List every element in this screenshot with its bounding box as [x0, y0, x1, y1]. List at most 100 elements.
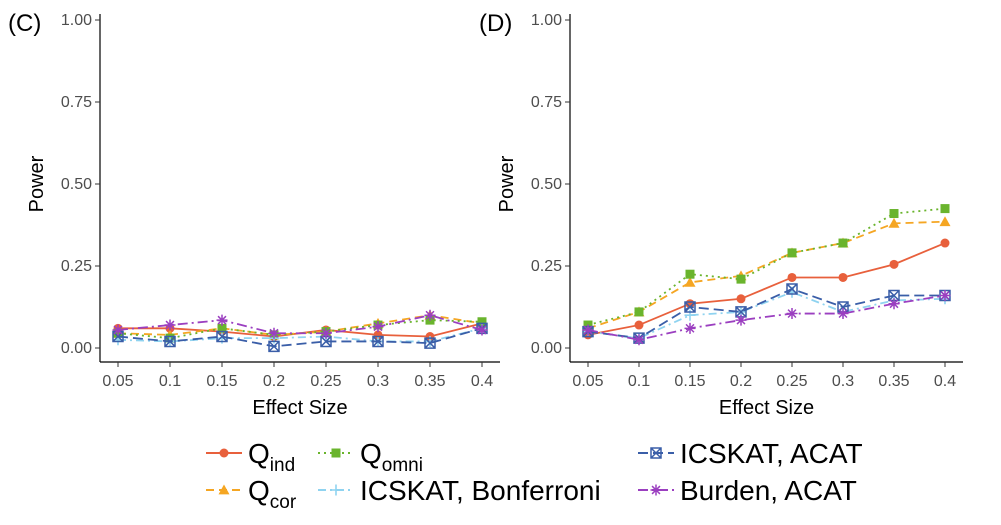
series-line-burden_acat — [117, 314, 483, 335]
x-tick-label: 0.4 — [471, 373, 493, 390]
x-tick-label: 0.4 — [934, 373, 956, 390]
point-burden_acat — [582, 324, 594, 336]
point-qind — [634, 320, 644, 330]
x-tick-label: 0.1 — [628, 373, 650, 390]
x-tick-label: 0.1 — [159, 373, 181, 390]
x-tick-label: 0.2 — [730, 373, 752, 390]
point-burden_acat — [837, 308, 849, 320]
point-burden_acat — [684, 322, 696, 334]
point-qind — [940, 238, 950, 248]
legend-item-qomni: Qomni — [318, 438, 423, 476]
series-line-qcor — [587, 220, 946, 330]
legend-label-main: Q — [360, 438, 382, 469]
point-burden_acat — [320, 327, 332, 339]
point-icskat_acat — [320, 335, 332, 348]
point-icskat_acat — [684, 301, 696, 313]
point-qcor — [939, 216, 951, 227]
point-qcor — [888, 217, 900, 228]
point-qcor — [684, 276, 696, 287]
panel-d: 0.00 0.25 0.50 0.75 1.00 0.05 0.1 0.15 0.2 0.25 0.… — [479, 10, 963, 419]
legend-label-main: Q — [248, 438, 270, 469]
series-line-icskat_acat — [587, 287, 945, 340]
legend-label-main: Q — [248, 475, 270, 506]
legend-key-marker — [331, 448, 341, 458]
x-tick-label: 0.2 — [263, 373, 285, 390]
x-tick-label: 0.35 — [878, 373, 909, 390]
legend-item-icskat_acat: ICSKAT, ACAT — [638, 438, 863, 469]
point-burden_acat — [633, 334, 645, 346]
point-qomni — [685, 269, 695, 279]
series-icskat_acat — [112, 322, 488, 353]
panel-c: 0.00 0.25 0.50 0.75 1.00 0.05 0.1 0.15 0.2 0.25 0.… — [8, 10, 500, 419]
series-line-qind — [587, 242, 946, 336]
legend-label-sub: omni — [382, 455, 423, 476]
legend-label: ICSKAT, ACAT — [680, 438, 863, 469]
legend-label: Qcor — [248, 475, 297, 513]
point-icskat_acat — [216, 330, 228, 343]
y-tick-label: 0.25 — [61, 258, 92, 275]
legend-key-marker — [330, 484, 342, 496]
point-burden_acat — [888, 298, 900, 310]
point-qomni — [787, 248, 797, 258]
point-qomni — [634, 307, 644, 317]
point-burden_acat — [268, 327, 280, 339]
legend-label-sub: ind — [270, 455, 295, 476]
point-qomni — [940, 204, 950, 214]
panel-label: (D) — [479, 10, 512, 37]
y-tick-label: 1.00 — [61, 12, 92, 29]
y-tick-label: 0.50 — [531, 176, 562, 193]
y-tick-label: 0.75 — [61, 94, 92, 111]
y-axis-title: Power — [496, 155, 518, 212]
legend-key-marker — [650, 484, 662, 496]
legend-key-marker — [650, 447, 662, 459]
legend-item-qcor: Qcor — [206, 475, 297, 513]
x-tick-label: 0.05 — [102, 373, 133, 390]
x-tick-label: 0.3 — [367, 373, 389, 390]
x-tick-label: 0.05 — [572, 373, 603, 390]
point-qind — [838, 272, 848, 282]
point-burden_acat — [424, 309, 436, 321]
legend-key-marker — [219, 448, 229, 458]
point-burden_acat — [476, 324, 488, 336]
point-icskat_acat — [164, 335, 176, 348]
x-tick-label: 0.15 — [674, 373, 705, 390]
series-line-burden_acat — [587, 294, 946, 341]
y-tick-label: 0.00 — [61, 340, 92, 357]
series-line-icskat_bonf — [587, 291, 946, 340]
legend-label: Burden, ACAT — [680, 475, 857, 506]
y-tick-label: 0.00 — [531, 340, 562, 357]
legend-key-marker — [218, 484, 230, 495]
legend-item-qind: Qind — [206, 438, 295, 476]
point-qind — [736, 294, 746, 304]
point-qomni — [477, 317, 487, 327]
point-burden_acat — [939, 290, 951, 302]
x-tick-label: 0.3 — [832, 373, 854, 390]
point-icskat_acat — [888, 289, 900, 302]
point-burden_acat — [372, 321, 384, 333]
point-icskat_acat — [424, 337, 436, 349]
x-axis-title: Effect Size — [252, 397, 347, 419]
legend-label-main: Burden, ACAT — [680, 475, 857, 506]
x-tick-label: 0.35 — [414, 373, 445, 390]
point-qind — [889, 259, 899, 269]
y-axis-title: Power — [26, 155, 48, 212]
point-burden_acat — [112, 324, 124, 336]
point-burden_acat — [164, 319, 176, 331]
x-tick-label: 0.25 — [776, 373, 807, 390]
series-qind — [583, 238, 950, 340]
series-line-qomni — [117, 319, 483, 340]
point-qomni — [217, 323, 227, 333]
point-icskat_acat — [735, 306, 747, 318]
legend-label-main: ICSKAT, Bonferroni — [360, 475, 601, 506]
point-burden_acat — [786, 308, 798, 320]
point-burden_acat — [216, 314, 228, 326]
legend-item-burden_acat: Burden, ACAT — [638, 475, 857, 506]
legend-label-main: ICSKAT, ACAT — [680, 438, 863, 469]
y-tick-label: 0.75 — [531, 94, 562, 111]
point-icskat_acat — [372, 335, 384, 348]
x-tick-label: 0.25 — [310, 373, 341, 390]
point-qind — [787, 272, 797, 282]
series-burden_acat — [582, 290, 951, 346]
y-tick-label: 1.00 — [531, 12, 562, 29]
